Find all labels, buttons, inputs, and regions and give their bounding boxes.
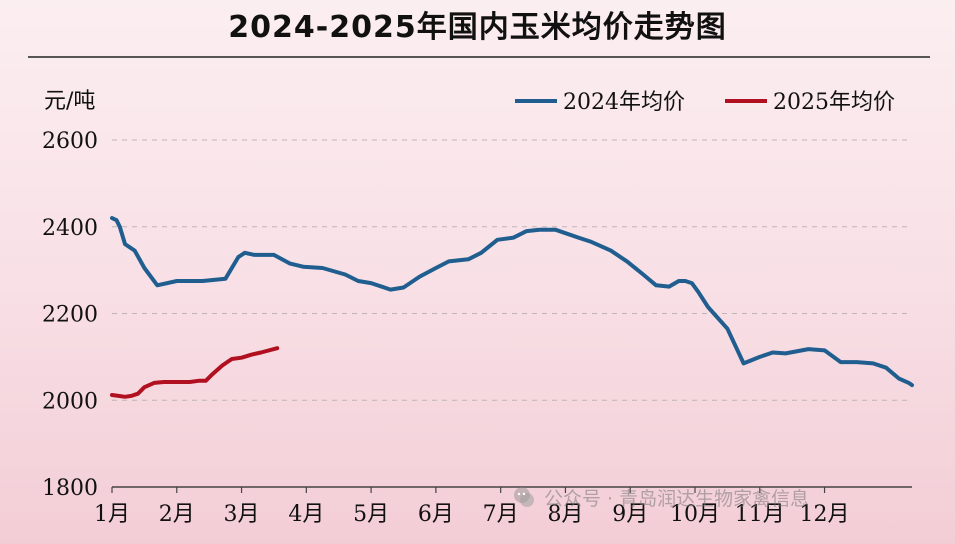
title-rule [28,56,930,58]
x-tick-labels: 1月 2月 3月 4月 5月 6月 7月 8月 9月 10月 11月 12月 [94,502,850,527]
x-tick-label: 8月 [547,502,583,527]
y-tick-labels: 1800 2000 2200 2400 2600 [42,129,98,501]
legend: 2024年均价 2025年均价 [515,90,895,115]
x-tick-label: 3月 [224,502,260,527]
y-tick-label: 2000 [42,389,98,414]
y-tick-label: 2600 [42,129,98,154]
y-tick-label: 2200 [42,303,98,328]
legend-label: 2025年均价 [773,90,895,115]
x-tick-label: 1月 [94,502,130,527]
series-line-2 [110,346,280,399]
y-tick-label: 1800 [42,476,98,501]
x-tick-label: 9月 [612,502,648,527]
axes [111,486,912,493]
chart-title: 2024-2025年国内玉米均价走势图 [228,10,727,45]
x-tick-label: 6月 [418,502,454,527]
series-lines [110,216,914,399]
x-tick-label: 5月 [353,502,389,527]
legend-label: 2024年均价 [563,90,685,115]
wechat-icon [514,487,534,507]
gridlines [112,139,912,401]
watermark-text: 公众号 · 青岛润达生物家禽信息 [544,487,810,510]
series-line-1 [110,216,914,388]
x-tick-label: 7月 [483,502,519,527]
x-tick-label: 4月 [288,502,324,527]
x-tick-label: 12月 [800,502,850,527]
y-tick-label: 2400 [42,216,98,241]
y-axis-label: 元/吨 [44,89,95,114]
watermark: 公众号 · 青岛润达生物家禽信息 [512,484,809,510]
x-tick-label: 10月 [670,502,720,527]
x-tick-label: 2月 [159,502,195,527]
x-tick-label: 11月 [735,502,785,527]
